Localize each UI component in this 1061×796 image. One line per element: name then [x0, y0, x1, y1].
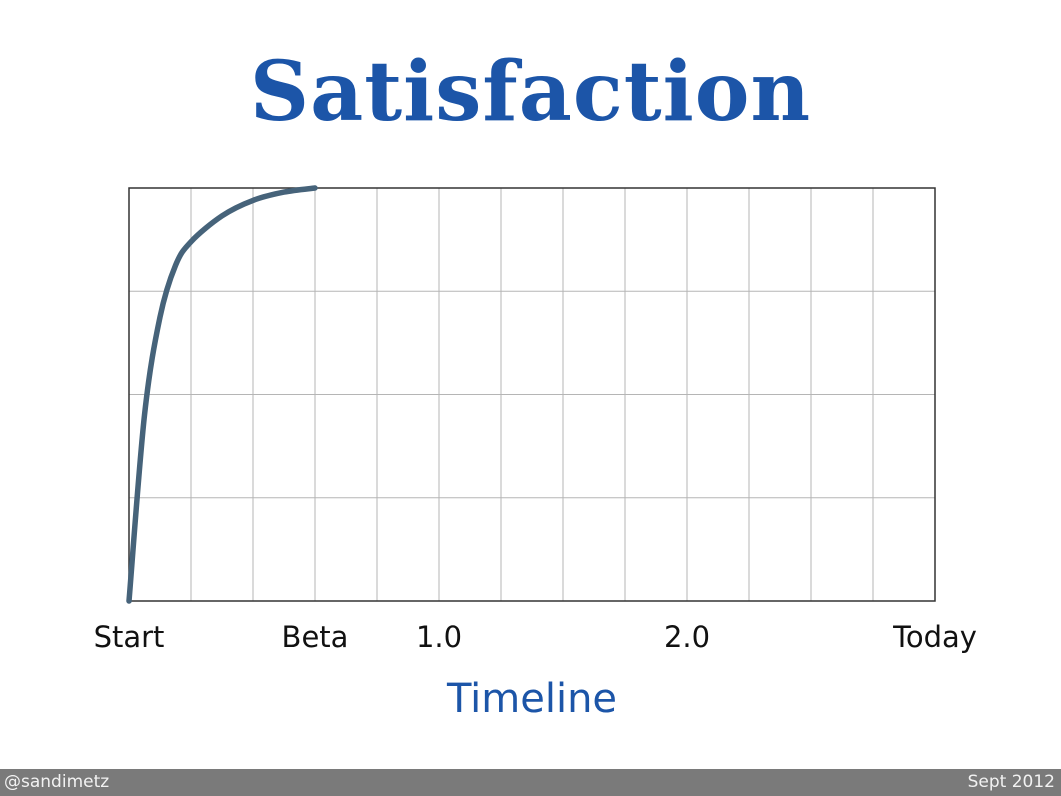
- x-tick-label: 1.0: [416, 620, 462, 654]
- x-tick-label: Beta: [282, 620, 349, 654]
- x-tick-labels: Start Beta 1.0 2.0 Today: [94, 620, 977, 654]
- footer-date: Sept 2012: [967, 772, 1055, 792]
- footer-bar: @sandimetz Sept 2012: [0, 769, 1061, 796]
- footer-author: @sandimetz: [4, 772, 110, 792]
- x-axis-title: Timeline: [446, 676, 617, 722]
- satisfaction-chart: Start Beta 1.0 2.0 Today Timeline: [94, 185, 977, 722]
- slide-title: Satisfaction: [249, 44, 812, 140]
- satisfaction-curve: [126, 185, 318, 604]
- x-tick-label: Start: [94, 620, 165, 654]
- x-tick-label: Today: [892, 620, 977, 654]
- chart-grid: [129, 188, 935, 601]
- plot-frame: [128, 187, 936, 602]
- x-tick-label: 2.0: [664, 620, 710, 654]
